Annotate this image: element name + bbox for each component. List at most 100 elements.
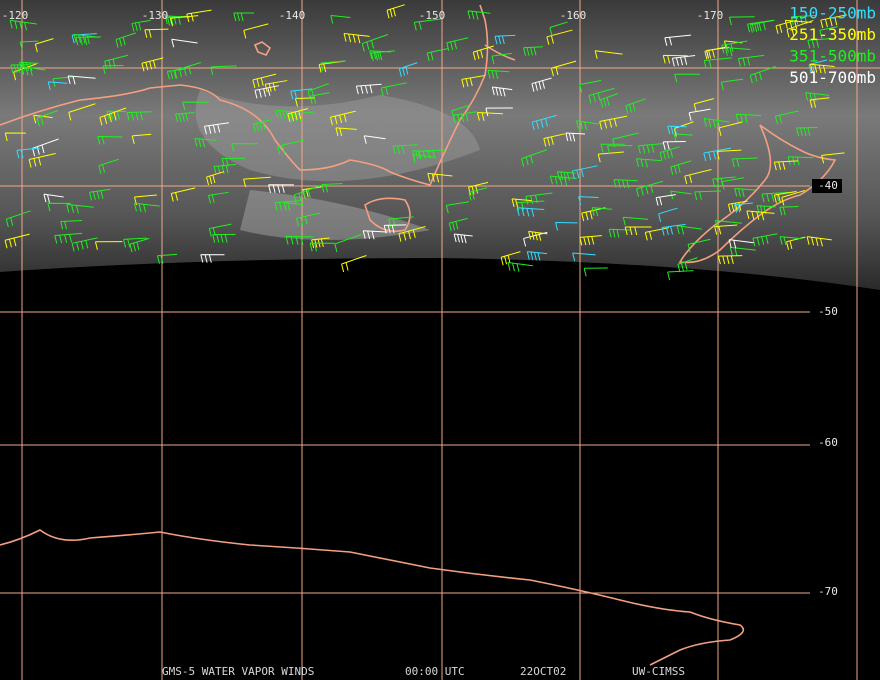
wind-barb bbox=[555, 222, 578, 231]
wind-barb bbox=[735, 113, 762, 123]
wind-barb bbox=[746, 210, 775, 221]
wind-barb bbox=[398, 62, 418, 77]
wind-barb bbox=[599, 115, 628, 130]
wind-barb bbox=[293, 185, 321, 204]
wind-barb bbox=[5, 210, 31, 228]
wind-barb bbox=[369, 50, 391, 60]
wind-barb bbox=[579, 235, 602, 246]
wind-barb bbox=[75, 36, 101, 46]
wind-barb bbox=[275, 109, 296, 120]
wind-barb bbox=[781, 189, 806, 206]
wind-barb bbox=[636, 180, 663, 197]
wind-barb bbox=[452, 111, 477, 124]
wind-barb bbox=[131, 19, 151, 32]
wind-barb bbox=[694, 190, 721, 200]
wind-barb bbox=[233, 12, 255, 22]
wind-barb bbox=[774, 110, 799, 125]
wind-barb bbox=[413, 18, 442, 31]
wind-barb bbox=[787, 156, 814, 166]
wind-barb bbox=[43, 193, 64, 203]
wind-barb bbox=[66, 203, 94, 214]
wind-barb bbox=[809, 63, 835, 74]
wind-barb bbox=[728, 239, 755, 249]
wind-barb bbox=[102, 64, 124, 75]
wind-barb bbox=[531, 114, 557, 131]
wind-barb bbox=[427, 172, 453, 183]
wind-barb bbox=[673, 121, 694, 137]
wind-barb bbox=[579, 79, 602, 93]
wind-barb bbox=[129, 237, 150, 253]
wind-barb bbox=[200, 254, 225, 263]
wind-barb bbox=[703, 118, 730, 129]
wind-barb bbox=[13, 63, 37, 81]
legend-entry: 150-250mb bbox=[789, 4, 876, 23]
wind-barb bbox=[523, 46, 543, 56]
wind-barb bbox=[749, 65, 776, 84]
wind-barb bbox=[166, 68, 186, 80]
wind-barb bbox=[528, 230, 548, 241]
wind-barb bbox=[600, 93, 619, 108]
wind-barb bbox=[693, 98, 715, 113]
wind-barb bbox=[341, 255, 367, 273]
wind-barb bbox=[289, 111, 314, 123]
wind-barb bbox=[71, 237, 98, 252]
wind-barb bbox=[728, 16, 755, 26]
wind-barb bbox=[491, 52, 512, 65]
wind-barb bbox=[734, 188, 756, 198]
wind-barb bbox=[576, 120, 599, 131]
wind-barb bbox=[330, 15, 351, 24]
wind-barb bbox=[624, 226, 652, 236]
longitude-label: -130 bbox=[142, 9, 169, 22]
wind-barb bbox=[729, 246, 756, 257]
wind-barb bbox=[16, 147, 40, 159]
wind-barb bbox=[290, 88, 313, 100]
longitude-label: -140 bbox=[279, 9, 306, 22]
wind-barb bbox=[73, 33, 99, 45]
wind-barb bbox=[426, 48, 449, 62]
wind-barb bbox=[687, 238, 711, 253]
legend-entry: 251-350mb bbox=[789, 25, 876, 44]
wind-barb bbox=[516, 207, 545, 217]
wind-barb bbox=[597, 151, 624, 163]
wind-barb bbox=[9, 19, 37, 31]
longitude-label: -150 bbox=[419, 9, 446, 22]
wind-barb bbox=[386, 4, 405, 19]
wind-barb bbox=[667, 125, 687, 135]
wind-barb bbox=[104, 54, 129, 70]
latitude-label: -70 bbox=[818, 585, 838, 598]
wind-barb bbox=[252, 73, 277, 89]
wind-barb bbox=[600, 143, 625, 153]
wind-barb bbox=[97, 135, 123, 145]
wind-barb bbox=[448, 218, 468, 232]
wind-barb bbox=[208, 191, 229, 204]
antarctica-coast bbox=[0, 529, 745, 666]
wind-barb bbox=[467, 10, 491, 20]
wind-barb bbox=[773, 190, 797, 204]
wind-barb bbox=[677, 257, 698, 273]
wind-barb bbox=[543, 133, 565, 147]
wind-barb bbox=[4, 233, 30, 249]
wind-barb bbox=[717, 255, 743, 265]
wind-barb bbox=[186, 9, 212, 23]
wind-barb bbox=[531, 77, 552, 92]
wind-barb bbox=[21, 66, 46, 76]
wind-barb bbox=[89, 188, 111, 201]
wind-barb bbox=[491, 86, 513, 97]
wind-barb bbox=[133, 202, 160, 213]
wind-barb bbox=[203, 122, 230, 135]
wind-barb bbox=[572, 252, 596, 262]
wind-barb bbox=[716, 149, 742, 160]
wind-barb bbox=[33, 114, 53, 124]
wind-barb bbox=[664, 34, 691, 46]
wind-barb bbox=[807, 38, 833, 49]
wind-barb bbox=[684, 169, 712, 185]
wind-barb bbox=[714, 220, 742, 229]
wind-barb bbox=[392, 144, 418, 155]
longitude-label: -170 bbox=[697, 9, 724, 22]
label-backing bbox=[812, 305, 842, 319]
wind-barb bbox=[47, 81, 68, 91]
wind-barb bbox=[380, 82, 407, 97]
wind-barb bbox=[283, 202, 304, 212]
wind-barb bbox=[549, 175, 577, 186]
